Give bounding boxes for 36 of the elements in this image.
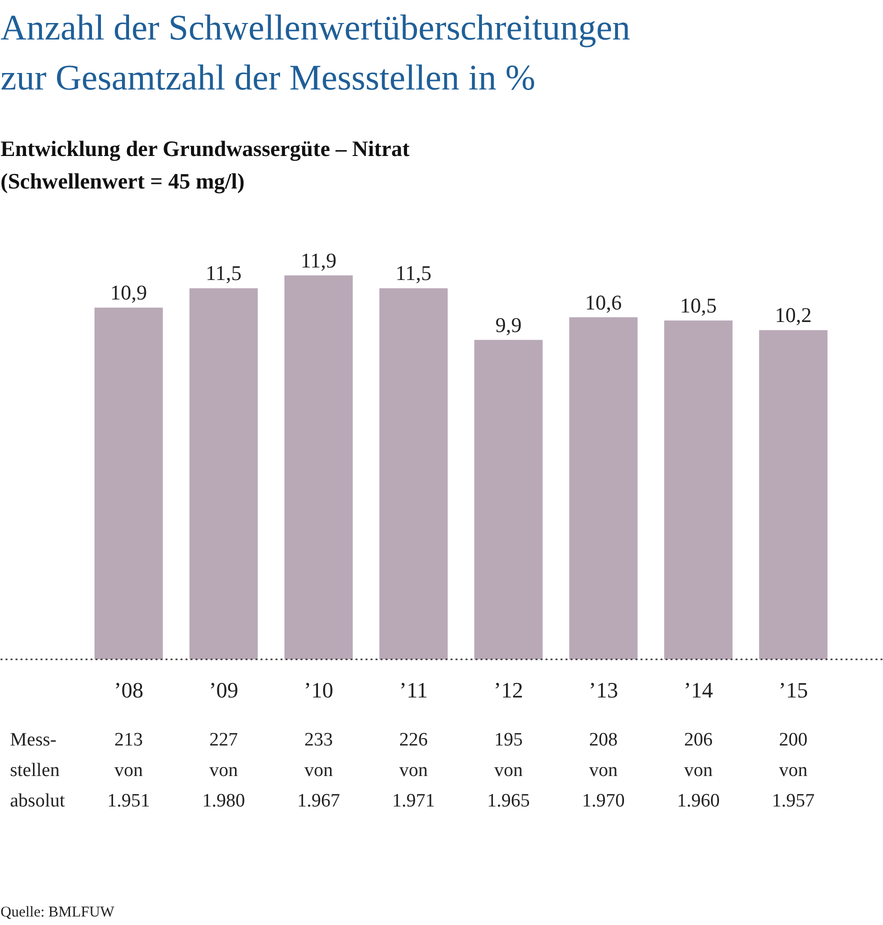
data-label: 10,2 (774, 303, 812, 328)
text: 213 von 1.951 (107, 729, 150, 812)
source-note: Quelle: BMLFUW (0, 904, 116, 920)
bar (664, 320, 733, 660)
data-label: 10,6 (585, 290, 622, 314)
bar (189, 288, 258, 660)
x-tick-label: ’08 (114, 677, 144, 702)
x-tick-label: ’14 (684, 677, 714, 702)
x-tick-label: ’10 (304, 677, 334, 702)
data-label: 11,5 (206, 261, 242, 286)
data-label: 10,9 (110, 280, 148, 305)
bar (474, 340, 543, 660)
data-label: 11,9 (300, 248, 337, 272)
text: 233 von 1.967 (297, 729, 340, 812)
data-label: 11,5 (396, 261, 432, 286)
x-tick-label: ’09 (208, 677, 238, 702)
data-label: 10,5 (680, 293, 717, 318)
bar (379, 288, 448, 660)
text: 227 von 1.980 (202, 729, 245, 812)
text: Mess- stellen absolut (10, 729, 66, 812)
x-tick-label: ’15 (778, 677, 808, 702)
x-tick-label: ’13 (588, 677, 618, 702)
text: 226 von 1.971 (392, 729, 435, 812)
text: 208 von 1.970 (582, 729, 625, 812)
text: 206 von 1.960 (676, 729, 720, 812)
chart-title: Anzahl der Schwellenwertüberschreitungen zur Gesamtzahl der Messstellen in % (0, 8, 630, 98)
bar (759, 330, 828, 660)
bar (284, 275, 353, 660)
bar (94, 308, 163, 660)
x-tick-label: ’12 (494, 677, 524, 702)
data-label: 9,9 (495, 312, 522, 337)
chart-subtitle: Entwicklung der Grundwassergüte – Nitrat (Schwellenwert = 45 mg/l) (0, 136, 410, 194)
bar (569, 317, 638, 660)
text: 195 von 1.965 (487, 729, 530, 812)
x-tick-label: ’11 (399, 677, 428, 702)
text: 200 von 1.957 (772, 729, 815, 812)
